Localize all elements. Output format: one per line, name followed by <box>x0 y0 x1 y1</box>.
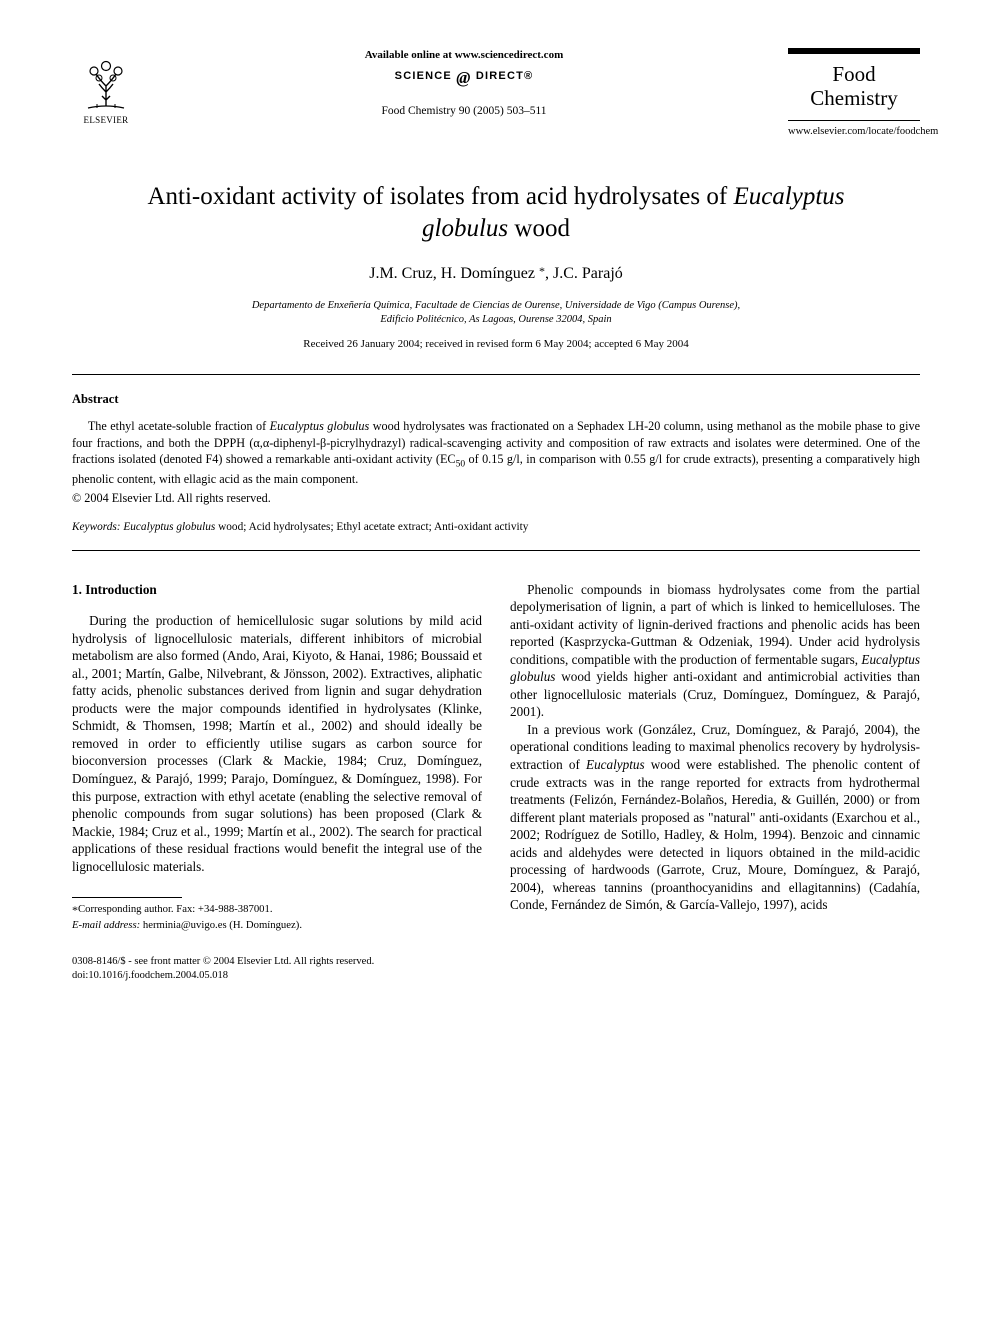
affiliation-line2: Edificio Politécnico, As Lagoas, Ourense… <box>380 314 611 325</box>
citation-line: Food Chemistry 90 (2005) 503–511 <box>152 104 776 120</box>
affiliation: Departamento de Enxeñería Química, Facul… <box>72 299 920 327</box>
abs-ec50-sub: 50 <box>456 459 466 469</box>
keywords-rest: wood; Acid hydrolysates; Ethyl acetate e… <box>215 521 528 533</box>
journal-title: Food Chemistry <box>788 62 920 110</box>
abstract-block: Abstract The ethyl acetate-soluble fract… <box>72 391 920 506</box>
rule-below-keywords <box>72 550 920 551</box>
journal-box: Food Chemistry www.elsevier.com/locate/f… <box>788 48 920 139</box>
affiliation-line1: Departamento de Enxeñería Química, Facul… <box>252 300 740 311</box>
journal-rule-bottom <box>788 120 920 121</box>
body-columns: 1. Introduction During the production of… <box>72 581 920 933</box>
rule-above-abstract <box>72 374 920 375</box>
footer-copyright: 0308-8146/$ - see front matter © 2004 El… <box>72 955 374 969</box>
footnote-email-value[interactable]: herminia@uvigo.es <box>143 919 227 931</box>
abs-a: The ethyl acetate-soluble fraction of <box>88 419 270 433</box>
abstract-heading: Abstract <box>72 391 920 408</box>
section-1-heading: 1. Introduction <box>72 581 482 599</box>
footer-left: 0308-8146/$ - see front matter © 2004 El… <box>72 955 374 983</box>
footnote-corr-text: Corresponding author. Fax: +34-988-38700… <box>78 903 273 915</box>
footnote-email-owner: (H. Domínguez). <box>227 919 302 931</box>
col2-p1-a: Phenolic compounds in biomass hydrolysat… <box>510 582 920 667</box>
header-center: Available online at www.sciencedirect.co… <box>140 48 788 119</box>
sd-post: DIRECT® <box>476 70 533 82</box>
article-dates: Received 26 January 2004; received in re… <box>72 337 920 352</box>
elsevier-tree-icon <box>78 56 134 112</box>
abs-species: Eucalyptus globulus <box>270 419 370 433</box>
column-left: 1. Introduction During the production of… <box>72 581 482 933</box>
col1-para1: During the production of hemicellulosic … <box>72 612 482 875</box>
journal-rule-top <box>788 48 920 54</box>
footnote-email-label: E-mail address: <box>72 919 143 931</box>
journal-title-line2: Chemistry <box>810 86 898 110</box>
page-header: ELSEVIER Available online at www.science… <box>72 48 920 139</box>
column-right: Phenolic compounds in biomass hydrolysat… <box>510 581 920 933</box>
title-pre: Anti-oxidant activity of isolates from a… <box>147 183 733 210</box>
title-post: wood <box>508 215 570 242</box>
sd-pre: SCIENCE <box>395 70 452 82</box>
publisher-name: ELSEVIER <box>84 114 129 126</box>
available-online-text: Available online at www.sciencedirect.co… <box>152 48 776 63</box>
footnote-rule <box>72 897 182 898</box>
footnote-block: *Corresponding author. Fax: +34-988-3870… <box>72 902 482 933</box>
footnote-email: E-mail address: herminia@uvigo.es (H. Do… <box>72 918 482 932</box>
authors-pre: J.M. Cruz, H. Domínguez <box>369 265 539 282</box>
col2-p2-b: wood were established. The phenolic cont… <box>510 757 920 912</box>
journal-url: www.elsevier.com/locate/foodchem <box>788 125 920 139</box>
page-footer: 0308-8146/$ - see front matter © 2004 El… <box>72 955 920 983</box>
abstract-text: The ethyl acetate-soluble fraction of Eu… <box>72 418 920 488</box>
col2-para2: In a previous work (González, Cruz, Domí… <box>510 721 920 914</box>
article-title: Anti-oxidant activity of isolates from a… <box>112 181 880 245</box>
publisher-logo: ELSEVIER <box>72 48 140 126</box>
sciencedirect-logo: SCIENCE @ DIRECT® <box>152 67 776 90</box>
keywords-line: Keywords: Eucalyptus globulus wood; Acid… <box>72 520 920 535</box>
col2-p1-b: wood yields higher anti-oxidant and anti… <box>510 669 920 719</box>
keywords-label: Keywords: <box>72 521 123 533</box>
authors-post: , J.C. Parajó <box>545 265 623 282</box>
journal-title-line1: Food <box>832 62 875 86</box>
col2-p2-species: Eucalyptus <box>586 757 645 772</box>
footnote-corresponding: *Corresponding author. Fax: +34-988-3870… <box>72 902 482 918</box>
authors-line: J.M. Cruz, H. Domínguez *, J.C. Parajó <box>72 263 920 285</box>
sd-at-icon: @ <box>456 68 471 87</box>
col2-para1: Phenolic compounds in biomass hydrolysat… <box>510 581 920 721</box>
keywords-species: Eucalyptus globulus <box>123 521 215 533</box>
abstract-copyright: © 2004 Elsevier Ltd. All rights reserved… <box>72 490 920 506</box>
footer-doi: doi:10.1016/j.foodchem.2004.05.018 <box>72 969 374 983</box>
